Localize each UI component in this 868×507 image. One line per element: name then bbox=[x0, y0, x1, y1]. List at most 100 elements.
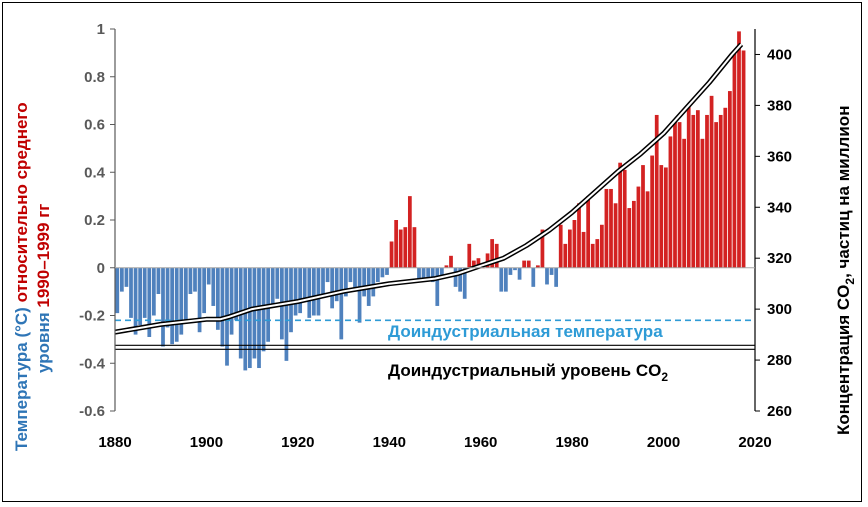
temperature-bar bbox=[147, 267, 152, 337]
temperature-bar bbox=[174, 267, 179, 342]
temperature-bar bbox=[668, 136, 673, 268]
temperature-bar bbox=[467, 243, 472, 268]
temperature-bar bbox=[211, 267, 216, 306]
temperature-bar bbox=[353, 267, 357, 290]
y-left-tick-label: 0.6 bbox=[84, 117, 105, 134]
co2-line-inner bbox=[114, 43, 743, 334]
temperature-bar bbox=[179, 267, 184, 335]
temperature-bar bbox=[705, 114, 709, 268]
y-right-label: Концентрация CO2, частиц на миллион bbox=[834, 106, 857, 435]
temperature-bar bbox=[380, 267, 385, 278]
temperature-bar bbox=[526, 260, 531, 268]
temperature-bar bbox=[540, 229, 545, 268]
temperature-bar bbox=[252, 267, 257, 359]
temperature-bar bbox=[412, 227, 417, 268]
y-left-tick-label: 0.8 bbox=[84, 69, 105, 86]
x-tick-label: 2000 bbox=[647, 434, 680, 451]
chart-frame: -0.6 -0.4 -0.2 0 0.2 0.4 0.6 0.8 1 260 280 300 320 34… bbox=[2, 2, 862, 502]
temperature-bar bbox=[197, 267, 202, 333]
temperature-bar bbox=[709, 95, 714, 268]
temperature-bar bbox=[298, 267, 303, 314]
temperature-bar bbox=[599, 224, 604, 268]
temperature-bar bbox=[321, 267, 325, 297]
y-right-tick-label: 340 bbox=[767, 199, 792, 216]
temperature-bar bbox=[330, 267, 335, 309]
temperature-bar bbox=[577, 203, 581, 268]
temperature-bar bbox=[362, 267, 367, 297]
temperature-bar bbox=[161, 267, 165, 347]
temperature-bar bbox=[170, 267, 175, 345]
temperature-bar bbox=[631, 200, 636, 268]
chart-svg: -0.6 -0.4 -0.2 0 0.2 0.4 0.6 0.8 1 260 280 300 320 34… bbox=[12, 21, 857, 451]
temperature-bar bbox=[385, 267, 389, 275]
temperature-bar bbox=[604, 188, 609, 268]
temperature-bar bbox=[339, 267, 344, 340]
y-left-label-red: относительно среднего bbox=[12, 102, 31, 302]
temperature-bar bbox=[426, 267, 431, 280]
temperature-bar bbox=[417, 267, 421, 280]
temperature-bar bbox=[595, 239, 600, 268]
temperature-bar bbox=[682, 138, 687, 268]
temperature-bar bbox=[183, 267, 188, 321]
temperature-bar bbox=[677, 122, 682, 268]
y-left-tick-label: 0.2 bbox=[84, 212, 105, 229]
temperature-bar bbox=[590, 243, 595, 268]
temperature-bar bbox=[654, 114, 659, 268]
temperature-bar bbox=[444, 265, 449, 268]
temperature-bar bbox=[439, 267, 444, 275]
x-tick-label: 1980 bbox=[555, 434, 588, 451]
temperature-bar bbox=[609, 188, 613, 268]
temperature-bar bbox=[572, 220, 577, 268]
temperature-bar bbox=[343, 267, 348, 297]
y-right-tick-label: 300 bbox=[767, 301, 792, 318]
temperature-bar bbox=[449, 255, 453, 268]
temperature-bar bbox=[270, 267, 275, 306]
temperature-bar bbox=[220, 267, 225, 347]
temperature-bar bbox=[695, 110, 700, 268]
y-left-tick-label: 0.4 bbox=[84, 164, 106, 181]
temperature-bar bbox=[490, 239, 495, 268]
temperature-bar bbox=[421, 267, 426, 280]
temperature-bar bbox=[348, 267, 353, 283]
y-left-label2-blue: уровня bbox=[34, 308, 53, 373]
temperature-bar bbox=[435, 267, 440, 306]
temperature-bar bbox=[293, 267, 298, 316]
x-tick-label: 1940 bbox=[373, 434, 406, 451]
temperature-bar bbox=[119, 267, 124, 292]
temperature-bar bbox=[334, 267, 339, 302]
temperature-bar bbox=[142, 267, 147, 318]
temperature-bar bbox=[156, 267, 161, 295]
temperature-bar bbox=[659, 165, 664, 268]
temperature-bar bbox=[124, 267, 129, 287]
preindustrial-temp-label: Доиндустриальная температура bbox=[388, 322, 663, 341]
y-left-tick-label: -0.4 bbox=[79, 355, 106, 372]
temperature-bar bbox=[636, 186, 641, 268]
temperature-bar bbox=[453, 267, 458, 287]
y-left-label2-red: 1990–1999 гг bbox=[34, 204, 53, 308]
temperature-bar bbox=[289, 267, 293, 333]
y-right-tick-label: 260 bbox=[767, 403, 792, 420]
temperature-bar bbox=[247, 267, 252, 369]
temperature-bar bbox=[302, 267, 307, 299]
y-left-label-line1: Температура (°C) относительно среднего bbox=[12, 102, 31, 451]
x-tick-label: 1900 bbox=[190, 434, 223, 451]
temperature-bar bbox=[586, 196, 591, 268]
temperature-bar bbox=[257, 267, 261, 369]
temperature-bar bbox=[229, 267, 234, 335]
temperature-bar bbox=[206, 267, 211, 285]
temperature-bar bbox=[193, 267, 197, 292]
x-tick-label: 2020 bbox=[738, 434, 771, 451]
temperature-bar bbox=[476, 258, 481, 268]
co2-line-outer bbox=[114, 42, 744, 335]
temperature-bar bbox=[138, 267, 143, 326]
temperature-bar bbox=[503, 267, 508, 292]
preindustrial-co2-label: Доиндустриальный уровень CO2 bbox=[388, 361, 668, 384]
temperature-bar bbox=[151, 267, 156, 316]
y-right-tick-label: 360 bbox=[767, 148, 792, 165]
temperature-bar bbox=[641, 165, 645, 268]
temperature-bar bbox=[234, 267, 239, 321]
temperature-bar bbox=[202, 267, 207, 314]
temperature-bar bbox=[403, 227, 408, 268]
temperature-bar bbox=[115, 267, 120, 314]
temperature-bar bbox=[133, 267, 138, 335]
